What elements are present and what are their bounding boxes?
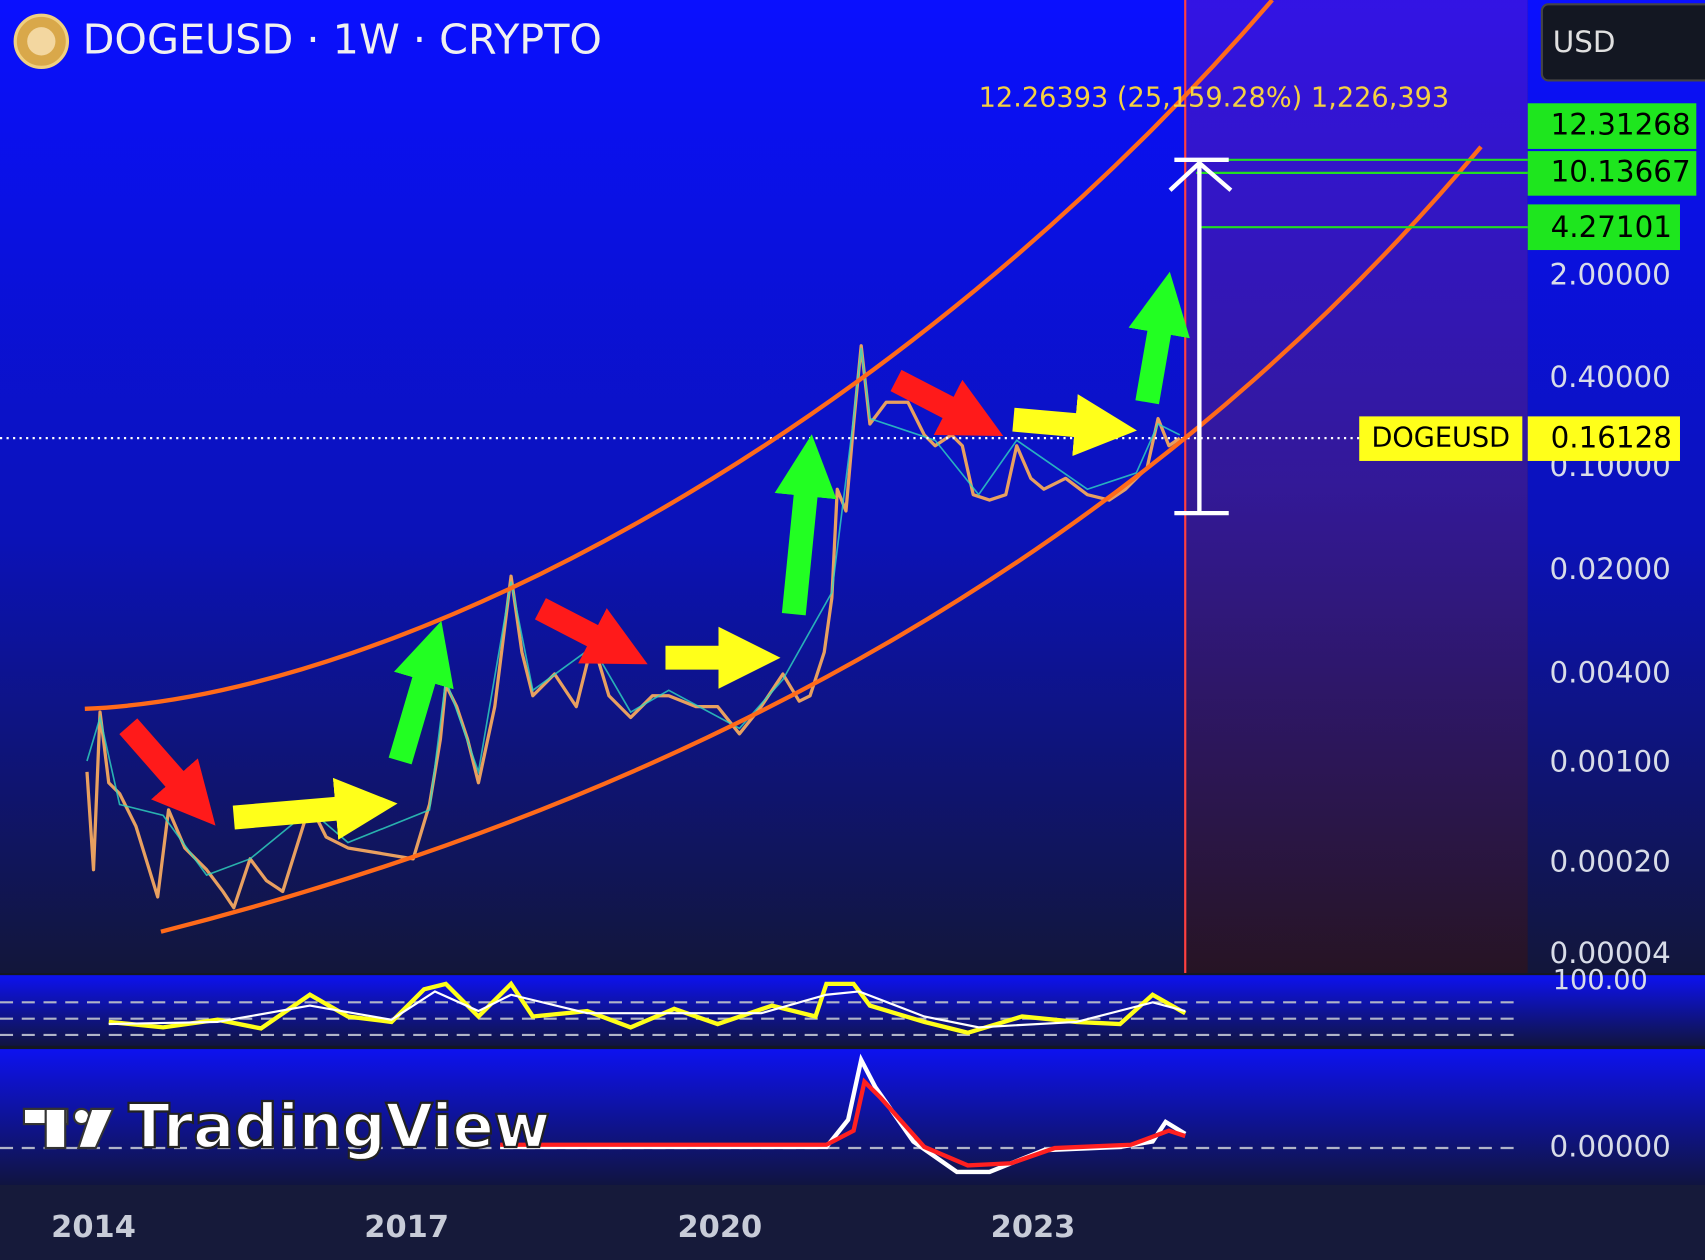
price-label: 0.00004 xyxy=(1550,936,1671,970)
symbol-tag xyxy=(1359,416,1523,461)
arrow-up xyxy=(1128,271,1190,405)
rsi-line xyxy=(108,980,1187,1036)
currency[interactable]: USD xyxy=(1553,25,1616,59)
arrow-up xyxy=(388,620,454,765)
measure-label: 12.26393 (25,159.28%) 1,226,393 xyxy=(979,82,1450,113)
symbol-price-tag xyxy=(1527,416,1680,461)
price-tag xyxy=(1527,103,1697,149)
rsi-ma xyxy=(108,990,1186,1029)
arrow-side xyxy=(1012,394,1137,457)
annotation-arrows xyxy=(119,271,1190,840)
price-tag-text: 4.27101 xyxy=(1551,210,1672,244)
macd-axis-label: 0.00000 xyxy=(1550,1130,1671,1164)
macd-pane xyxy=(0,1049,1705,1185)
signal-line xyxy=(500,1077,1186,1168)
arrow-down xyxy=(890,369,1004,436)
price-label: 0.00400 xyxy=(1550,656,1671,690)
price-label: 2.00000 xyxy=(1550,258,1671,292)
channel-lower xyxy=(160,145,1483,934)
arrow-down xyxy=(119,718,216,826)
price-label: 0.02000 xyxy=(1550,552,1671,586)
macd-line xyxy=(500,1053,1187,1175)
time-label: 2020 xyxy=(677,1210,762,1245)
symbol-tag-name: DOGEUSD xyxy=(1371,423,1510,454)
price-line-up xyxy=(86,347,1181,877)
currency-box[interactable] xyxy=(1540,3,1705,82)
price-label: 0.00020 xyxy=(1550,845,1671,879)
arrow-side xyxy=(232,777,398,840)
price-tag xyxy=(1527,204,1680,251)
time-label: 2017 xyxy=(364,1210,449,1245)
time-label: 2023 xyxy=(991,1210,1076,1245)
price-tag-text: 10.13667 xyxy=(1551,154,1691,188)
coin-icon-face xyxy=(27,27,56,56)
rsi-levels xyxy=(0,1001,1523,1037)
time-axis xyxy=(0,1184,1705,1260)
watermark: TradingView xyxy=(128,1091,550,1162)
channel-upper xyxy=(84,0,1274,711)
price-tag-text: 12.31268 xyxy=(1551,108,1691,142)
price-tag xyxy=(1527,151,1697,196)
price-label: 0.00100 xyxy=(1550,745,1671,779)
time-label: 2014 xyxy=(51,1210,136,1245)
price-label: 0.40000 xyxy=(1550,360,1671,394)
future-zone xyxy=(1185,0,1528,973)
symbol-price: 0.16128 xyxy=(1551,421,1672,455)
watermark-logo xyxy=(22,1107,115,1150)
arrow-down xyxy=(534,598,648,665)
measure-tool xyxy=(1168,157,1233,516)
rsi-axis-label: 100.00 xyxy=(1553,965,1648,996)
price-axis-labels: 2.00000 0.40000 0.10000 0.02000 0.00400 … xyxy=(1550,258,1671,970)
symbol-title: DOGEUSD · 1W · CRYPTO xyxy=(83,15,602,63)
time-axis-labels: 2014 2017 2020 2023 xyxy=(51,1210,1075,1245)
arrow-up xyxy=(774,434,837,616)
